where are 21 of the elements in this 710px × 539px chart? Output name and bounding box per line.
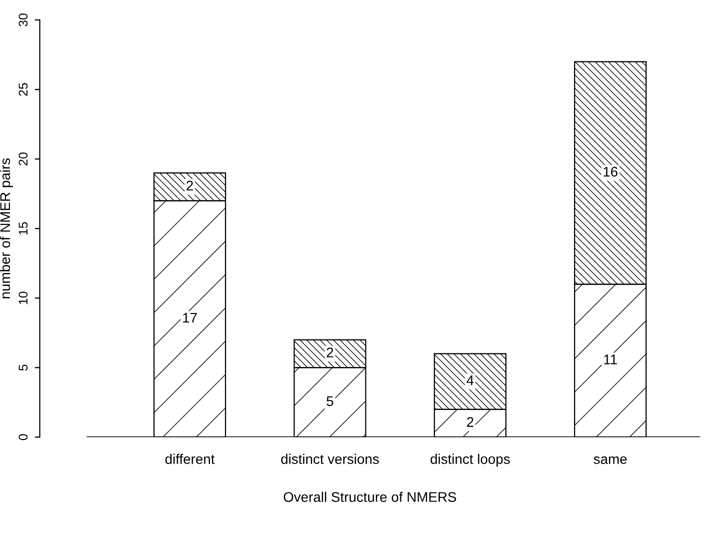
data-label: 17 (183, 312, 197, 323)
x-tick-label: different (165, 454, 215, 464)
y-tick-label: 10 (18, 292, 28, 304)
data-label: 11 (604, 354, 617, 364)
data-label: 16 (604, 166, 618, 177)
y-tick-label: 25 (18, 83, 28, 96)
y-axis-title: number of NMER pairs (0, 158, 13, 298)
x-tick-label: distinct loops (430, 454, 510, 467)
x-tick-label: same (594, 456, 627, 464)
data-label: 2 (326, 348, 334, 358)
data-label: 2 (186, 180, 193, 190)
x-axis-title: Overall Structure of NMERS (284, 492, 456, 502)
y-tick-label: 30 (18, 13, 28, 26)
y-tick-label: 20 (18, 152, 28, 166)
x-tick-label: distinct versions (281, 454, 379, 464)
y-tick-label: 5 (18, 364, 28, 371)
data-label: 5 (326, 396, 334, 406)
y-tick-label: 0 (18, 434, 28, 440)
data-label: 2 (466, 417, 474, 427)
y-tick-label: 15 (18, 222, 28, 235)
data-label: 4 (466, 376, 474, 386)
